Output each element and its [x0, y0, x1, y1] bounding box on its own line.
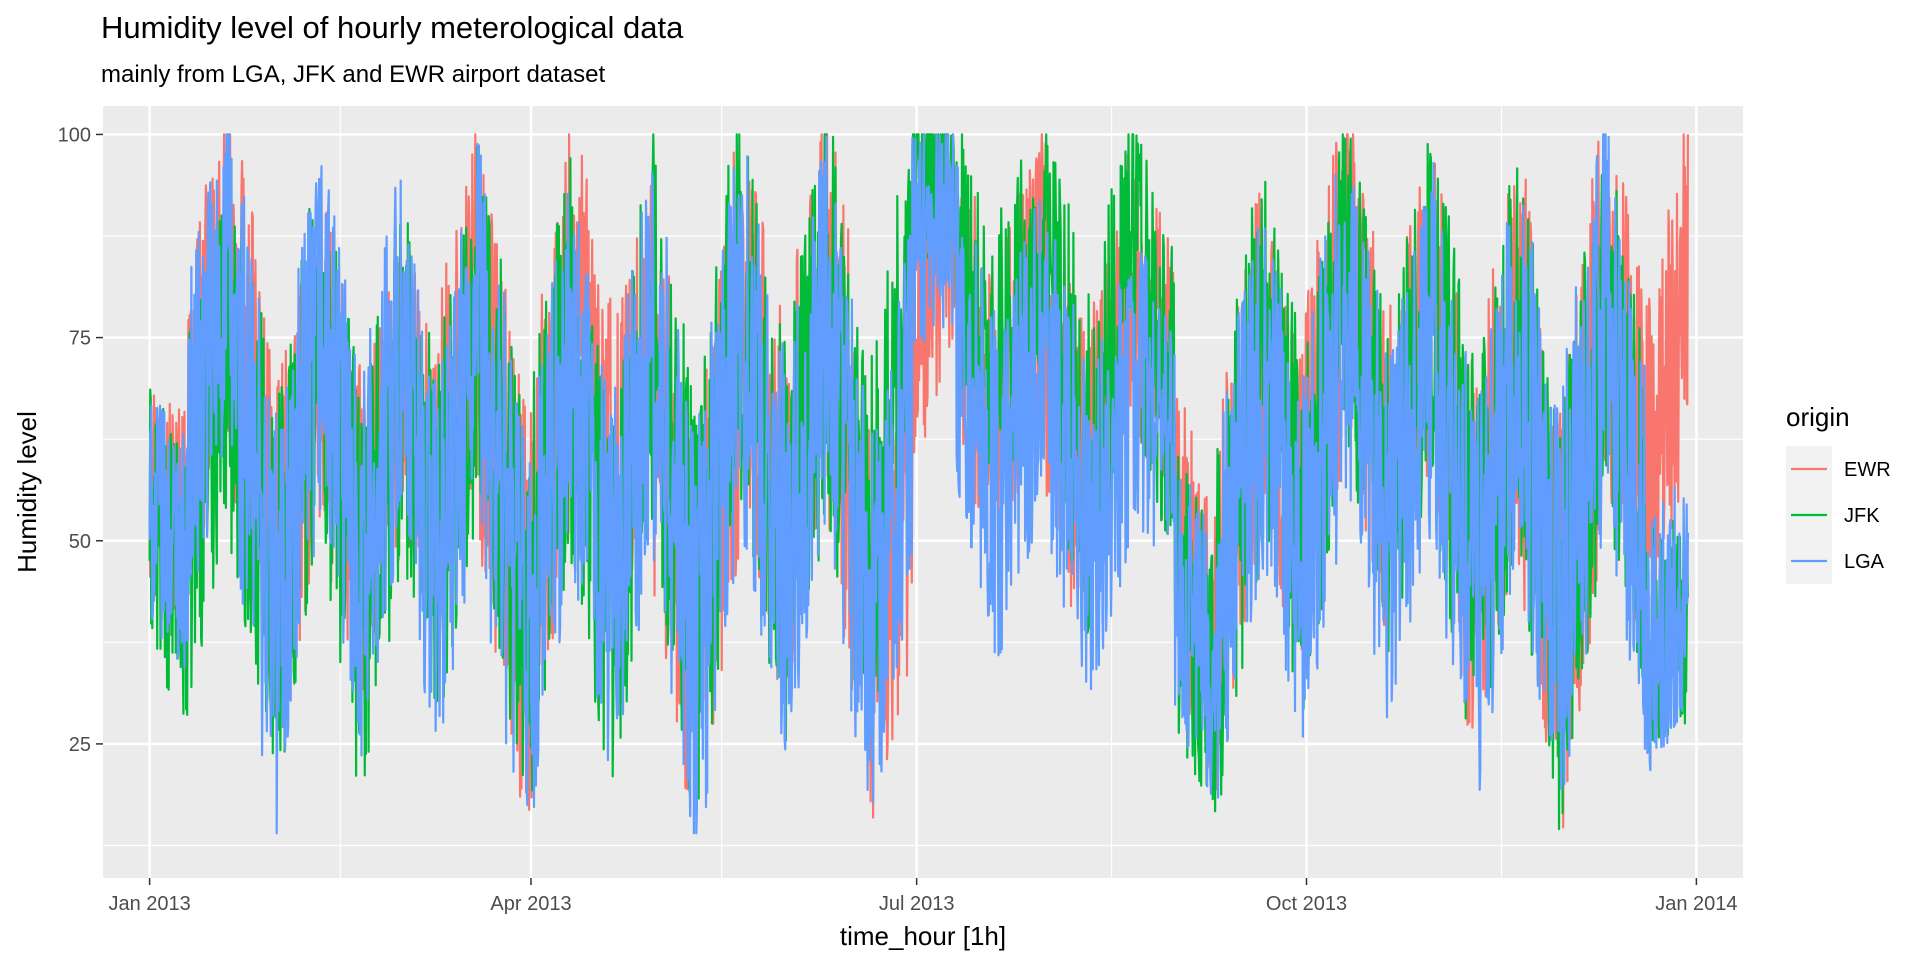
legend-label-jfk: JFK [1844, 505, 1880, 527]
x-axis-label: time_hour [1h] [840, 921, 1006, 951]
y-axis-label: Humidity level [12, 411, 42, 573]
x-tick-label: Jul 2013 [879, 893, 955, 915]
x-tick-label: Apr 2013 [490, 893, 571, 915]
y-tick-label: 100 [58, 124, 91, 146]
legend-label-ewr: EWR [1844, 459, 1891, 481]
series-line-lga [148, 133, 1689, 835]
x-tick-label: Jan 2014 [1655, 893, 1737, 915]
x-axis: Jan 2013 Apr 2013 Jul 2013 Oct 2013 Jan 2014 [108, 878, 1738, 915]
legend: origin EWR JFK LGA [1786, 402, 1891, 584]
x-tick-label: Jan 2013 [108, 893, 190, 915]
legend-title: origin [1786, 402, 1850, 432]
y-axis: 25 50 75 100 [58, 124, 103, 756]
series-layer [148, 133, 1690, 835]
y-tick-label: 50 [69, 531, 91, 553]
y-tick-label: 75 [69, 328, 91, 350]
legend-label-lga: LGA [1844, 551, 1885, 573]
chart-title: Humidity level of hourly meterological d… [101, 10, 684, 45]
chart-subtitle: mainly from LGA, JFK and EWR airport dat… [101, 61, 606, 88]
y-tick-label: 25 [69, 734, 91, 756]
x-tick-label: Oct 2013 [1266, 893, 1347, 915]
